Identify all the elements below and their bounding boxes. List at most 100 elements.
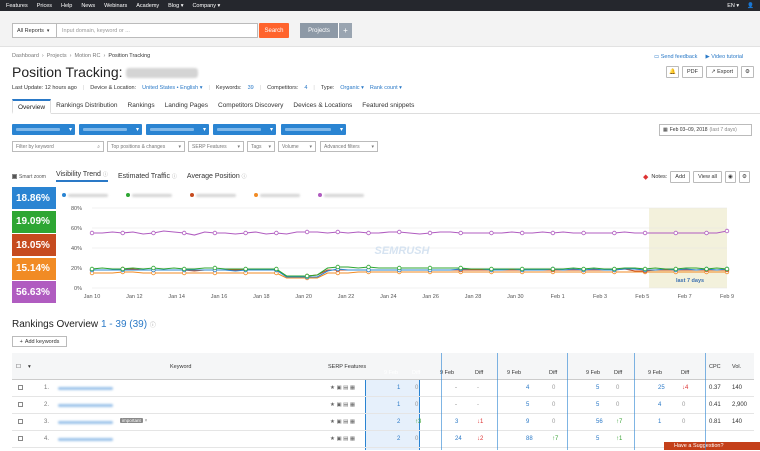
cell-c2[interactable]: 3 [455, 419, 459, 425]
keyword-filter-input[interactable]: Filter by keyword ⌕ [12, 141, 104, 152]
topnav-item[interactable]: Features [6, 2, 28, 9]
tab-visibility-trend[interactable]: Visibility Trend ⓘ [55, 171, 108, 182]
cell-c5[interactable]: 25 [658, 385, 665, 391]
cell-c2[interactable]: 24 [455, 436, 462, 442]
cell-c5[interactable]: 1 [658, 419, 662, 425]
col-date-3[interactable]: 9 Feb [507, 370, 522, 376]
view-all-notes-button[interactable]: View all [693, 171, 722, 183]
col-cpc[interactable]: CPC [709, 364, 721, 370]
table-row[interactable]: 1. ★ ▣ ▤ ▦ 1 0 - - 4 0 5 0 25 ↓4 0.37 140 [12, 380, 754, 397]
tab-rankings[interactable]: Rankings [127, 102, 155, 109]
topnav-item[interactable]: Prices [36, 2, 52, 9]
tab-estimated-traffic[interactable]: Estimated Traffic ⓘ [118, 173, 177, 180]
topnav-item[interactable]: Webinars [104, 2, 128, 9]
chevron-down-icon[interactable]: ▾ [28, 364, 31, 370]
legend-item[interactable] [62, 193, 108, 197]
keyword-tag[interactable]: important [120, 418, 143, 423]
row-checkbox[interactable] [18, 385, 23, 392]
type-select[interactable]: Organic ▾ [340, 85, 364, 91]
col-date-2[interactable]: 9 Feb [440, 370, 455, 376]
topnav-item[interactable]: Blog ▾ [168, 2, 184, 9]
language-select[interactable]: EN ▾ [727, 2, 740, 9]
add-keywords-button[interactable]: + Add keywords [12, 336, 67, 347]
breadcrumb-project[interactable]: Motion RC [74, 53, 101, 59]
breadcrumb-dashboard[interactable]: Dashboard [12, 53, 39, 59]
domain-filter-1[interactable]: ▾ [12, 124, 75, 135]
legend-item[interactable] [318, 193, 364, 197]
col-diff-1[interactable]: Diff [412, 370, 421, 376]
tab-rankings-distribution[interactable]: Rankings Distribution [56, 102, 118, 109]
competitors-count[interactable]: 4 [304, 85, 308, 91]
col-serp-features[interactable]: SERP Features [328, 364, 367, 370]
visibility-tile[interactable]: 18.05% [12, 234, 56, 256]
search-button[interactable]: Search [259, 23, 289, 38]
keywords-count[interactable]: 39 [247, 85, 254, 91]
keyword-link[interactable] [58, 404, 113, 407]
row-checkbox[interactable] [18, 436, 23, 443]
volume-filter[interactable]: Volume ▾ [278, 141, 316, 152]
date-range-picker[interactable]: ▦ Feb 03–09, 2018 (last 7 days) [659, 124, 752, 136]
cell-c4[interactable]: 5 [596, 402, 600, 408]
send-feedback-link[interactable]: ▭ Send feedback [654, 54, 697, 60]
cell-c2[interactable]: - [455, 385, 457, 391]
tab-average-position[interactable]: Average Position ⓘ [187, 173, 247, 180]
projects-button[interactable]: Projects [300, 23, 338, 38]
keyword-link[interactable] [58, 438, 113, 441]
tab-devices-locations[interactable]: Devices & Locations [293, 102, 353, 109]
col-keyword[interactable]: Keyword [170, 364, 192, 370]
visibility-tile[interactable]: 56.63% [12, 281, 56, 303]
col-volume[interactable]: Vol. [732, 364, 742, 370]
cell-c1[interactable]: 1 [397, 402, 401, 408]
col-diff-2[interactable]: Diff [475, 370, 484, 376]
cell-c4[interactable]: 5 [596, 385, 600, 391]
tab-overview[interactable]: Overview [12, 99, 52, 114]
suggestion-button[interactable]: Have a Suggestion? [664, 442, 760, 450]
notifications-button[interactable]: 🔔 [665, 66, 679, 78]
tab-featured-snippets[interactable]: Featured snippets [362, 102, 415, 109]
video-tutorial-link[interactable]: ▶ Video tutorial [705, 54, 743, 60]
col-diff-5[interactable]: Diff [681, 370, 690, 376]
report-scope-dropdown[interactable]: All Reports ▾ [12, 23, 57, 38]
topnav-item[interactable]: Academy [136, 2, 160, 9]
visibility-tile[interactable]: 15.14% [12, 257, 56, 280]
topnav-item[interactable]: Help [61, 2, 73, 9]
domain-filter-4[interactable]: ▾ [213, 124, 276, 135]
add-project-button[interactable]: + [338, 23, 352, 38]
table-row[interactable]: 3. important × ★ ▣ ▤ ▦ 2 ↑3 3 ↓1 9 0 56 ↑7 1 0 0.81 14… [12, 414, 754, 431]
device-location-select[interactable]: United States • English ▾ [142, 85, 203, 91]
cell-c2[interactable]: - [455, 402, 457, 408]
visibility-tile[interactable]: 19.09% [12, 210, 56, 233]
export-button[interactable]: ↗ Export [705, 66, 738, 78]
col-date-5[interactable]: 9 Feb [648, 370, 663, 376]
topnav-item[interactable]: News [81, 2, 96, 9]
row-checkbox[interactable] [18, 402, 23, 409]
col-diff-4[interactable]: Diff [614, 370, 623, 376]
domain-filter-5[interactable]: ▾ [281, 124, 346, 135]
tab-competitors-discovery[interactable]: Competitors Discovery [218, 102, 284, 109]
domain-filter-3[interactable]: ▾ [146, 124, 209, 135]
col-date-4[interactable]: 9 Feb [586, 370, 601, 376]
search-input[interactable]: Input domain, keyword or ... [57, 23, 258, 38]
tab-landing-pages[interactable]: Landing Pages [164, 102, 208, 109]
cell-c3[interactable]: 4 [526, 385, 530, 391]
legend-item[interactable] [254, 193, 300, 197]
serp-features-filter[interactable]: SERP Features ▾ [188, 141, 244, 152]
user-icon[interactable]: 👤 [747, 2, 754, 9]
cell-c1[interactable]: 1 [397, 385, 401, 391]
breadcrumb-projects[interactable]: Projects [46, 53, 67, 59]
select-all-checkbox[interactable]: ☐ [16, 364, 21, 370]
cell-c1[interactable]: 2 [397, 419, 401, 425]
settings-button[interactable]: ⚙ [741, 66, 754, 78]
cell-c3[interactable]: 9 [526, 419, 530, 425]
advanced-filters[interactable]: Advanced filters ▾ [320, 141, 378, 152]
pdf-button[interactable]: PDF [681, 66, 703, 78]
visibility-tile[interactable]: 18.86% [12, 187, 56, 209]
row-checkbox[interactable] [18, 419, 23, 426]
gear-icon[interactable]: ⚙ [738, 171, 750, 183]
col-diff-3[interactable]: Diff [549, 370, 558, 376]
cell-c4[interactable]: 5 [596, 436, 600, 442]
table-row[interactable]: 4. ★ ▣ ▤ ▦ 2 0 24 ↓2 88 ↑7 5 ↑1 [12, 431, 754, 448]
table-row[interactable]: 2. ★ ▣ ▤ ▦ 1 0 - - 5 0 5 0 4 0 0.41 2,900 [12, 397, 754, 414]
keyword-link[interactable] [58, 387, 113, 390]
cell-c3[interactable]: 88 [526, 436, 533, 442]
